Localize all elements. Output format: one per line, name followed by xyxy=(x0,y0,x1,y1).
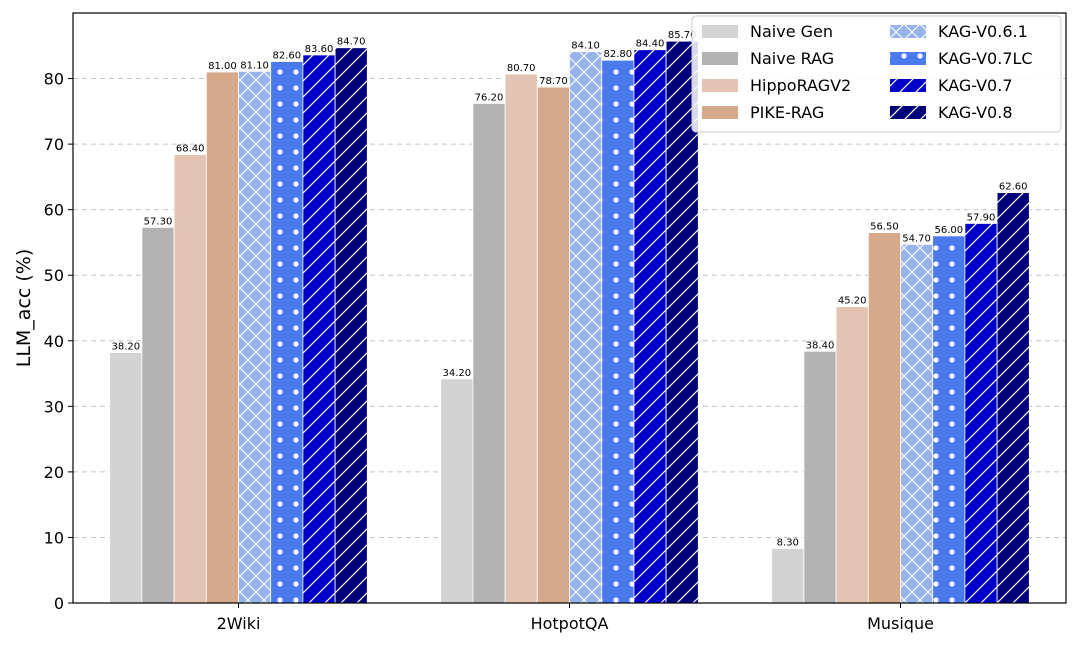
data-label-hotpotqa-hipporagv2: 80.70 xyxy=(507,63,536,74)
bar-2wiki-kag-v0-8-hatch xyxy=(335,47,368,603)
bar-2wiki-naive-rag xyxy=(141,226,175,604)
legend: Naive Gen Naive RAG HippoRAGV2 PIKE-RAG KAG-… xyxy=(691,15,1062,133)
bar-hotpotqa-pike-rag xyxy=(536,86,570,604)
legend-swatch-pike-rag xyxy=(702,106,738,119)
data-label-2wiki-hipporagv2: 68.40 xyxy=(176,144,205,155)
legend-swatch-hatch-kag-v0-7lc xyxy=(890,52,926,65)
data-label-musique-kag-v0-8: 62.60 xyxy=(999,182,1028,193)
legend-swatch-hatch-kag-v0-7 xyxy=(890,79,926,92)
y-tick-label-60: 60 xyxy=(44,201,64,220)
x-tick-label-hotpotqa: HotpotQA xyxy=(531,614,609,633)
data-label-musique-naive-gen: 8.30 xyxy=(777,538,799,549)
data-label-musique-kag-v0-7: 57.90 xyxy=(967,212,996,223)
data-label-2wiki-kag-v0-7: 83.60 xyxy=(305,44,334,55)
y-tick-label-70: 70 xyxy=(44,135,64,154)
plot-frame xyxy=(72,12,1067,604)
bar-musique-kag-v0-7-hatch xyxy=(964,223,998,603)
legend-box xyxy=(691,15,1062,133)
data-label-musique-kag-v0-6-1: 54.70 xyxy=(902,233,931,244)
y-tick-label-30: 30 xyxy=(44,397,64,416)
legend-label-kag-v0-7lc: KAG-V0.7LC xyxy=(938,49,1033,68)
bar-2wiki-pike-rag xyxy=(205,71,239,604)
legend-swatch-naive-gen xyxy=(702,25,738,38)
bar-hotpotqa-hipporagv2 xyxy=(504,73,538,604)
legend-label-kag-v0-8: KAG-V0.8 xyxy=(938,103,1013,122)
data-label-hotpotqa-kag-v0-7: 84.40 xyxy=(636,39,665,50)
bar-musique-naive-gen xyxy=(771,548,805,604)
bar-musique-kag-v0-6-1-hatch xyxy=(900,244,933,603)
bar-2wiki-hipporagv2 xyxy=(173,154,207,604)
data-label-musique-kag-v0-7lc: 56.00 xyxy=(934,225,963,236)
bars xyxy=(109,40,1030,604)
legend-swatch-hipporagv2 xyxy=(702,79,738,92)
bar-musique-naive-rag xyxy=(803,350,837,604)
data-label-2wiki-kag-v0-6-1: 81.10 xyxy=(240,60,269,71)
y-tick-label-0: 0 xyxy=(54,594,64,613)
bar-2wiki-kag-v0-7lc-hatch xyxy=(270,61,303,604)
bar-hotpotqa-naive-rag xyxy=(472,103,506,604)
legend-swatch-hatch-kag-v0-8 xyxy=(890,106,926,119)
bar-musique-kag-v0-8-hatch xyxy=(997,192,1030,603)
y-tick-label-10: 10 xyxy=(44,528,64,547)
legend-swatch-naive-rag xyxy=(702,52,738,65)
bar-hotpotqa-naive-gen xyxy=(440,378,474,604)
data-label-hotpotqa-kag-v0-6-1: 84.10 xyxy=(571,41,600,52)
y-tick-label-80: 80 xyxy=(44,70,64,89)
legend-label-pike-rag: PIKE-RAG xyxy=(750,103,824,122)
legend-label-naive-rag: Naive RAG xyxy=(750,49,834,68)
data-label-2wiki-kag-v0-8: 84.70 xyxy=(337,37,366,48)
data-label-hotpotqa-kag-v0-8: 85.70 xyxy=(668,30,697,41)
data-label-hotpotqa-naive-gen: 34.20 xyxy=(442,368,471,379)
x-tick-label-2wiki: 2Wiki xyxy=(217,614,261,633)
data-label-2wiki-pike-rag: 81.00 xyxy=(208,61,237,72)
data-label-hotpotqa-kag-v0-7lc: 82.80 xyxy=(603,49,632,60)
bar-hotpotqa-kag-v0-7-hatch xyxy=(633,49,667,603)
y-axis-title: LLM_acc (%) xyxy=(13,249,35,368)
data-label-hotpotqa-naive-rag: 76.20 xyxy=(475,92,504,103)
bar-2wiki-kag-v0-6-1-hatch xyxy=(238,71,271,604)
bar-musique-hipporagv2 xyxy=(835,306,869,604)
bar-hotpotqa-kag-v0-6-1-hatch xyxy=(569,51,602,603)
y-tick-label-40: 40 xyxy=(44,332,64,351)
bar-2wiki-naive-gen xyxy=(109,352,143,604)
legend-label-hipporagv2: HippoRAGV2 xyxy=(750,76,851,95)
bar-musique-kag-v0-7lc-hatch xyxy=(932,235,965,603)
bar-hotpotqa-kag-v0-7lc-hatch xyxy=(601,60,634,603)
legend-swatch-hatch-kag-v0-6-1 xyxy=(890,25,926,38)
x-tick-label-musique: Musique xyxy=(867,614,934,633)
legend-label-kag-v0-7: KAG-V0.7 xyxy=(938,76,1013,95)
data-label-2wiki-naive-rag: 57.30 xyxy=(144,216,173,227)
data-label-musique-pike-rag: 56.50 xyxy=(870,222,899,233)
legend-label-naive-gen: Naive Gen xyxy=(750,22,833,41)
data-label-musique-hipporagv2: 45.20 xyxy=(838,296,867,307)
bar-hotpotqa-kag-v0-8-hatch xyxy=(666,41,699,603)
bar-2wiki-kag-v0-7-hatch xyxy=(302,54,336,603)
axes: 2Wiki HotpotQA Musique 0 10 20 30 40 50 60 70 80 LLM… xyxy=(13,12,1067,633)
data-label-musique-naive-rag: 38.40 xyxy=(806,340,835,351)
data-label-2wiki-naive-gen: 38.20 xyxy=(111,342,140,353)
bar-musique-pike-rag xyxy=(867,232,901,604)
y-tick-label-50: 50 xyxy=(44,266,64,285)
data-label-hotpotqa-pike-rag: 78.70 xyxy=(539,76,568,87)
data-label-2wiki-kag-v0-7lc: 82.60 xyxy=(272,51,301,62)
legend-label-kag-v0-6-1: KAG-V0.6.1 xyxy=(938,22,1028,41)
y-tick-label-20: 20 xyxy=(44,463,64,482)
